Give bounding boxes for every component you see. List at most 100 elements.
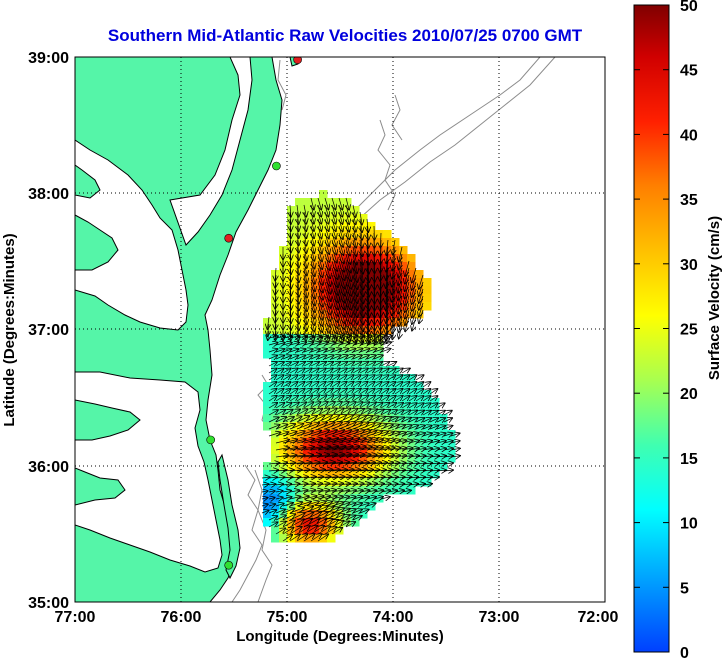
velocity-cell [375,286,384,295]
colorbar-tick-label: 40 [680,127,698,144]
velocity-cell [343,478,352,487]
velocity-cell [287,254,296,263]
x-tick-label: 72:00 [578,609,619,626]
velocity-cell [407,254,416,263]
velocity-cell [271,382,280,391]
radar-station-marker [207,436,215,444]
velocity-cell [295,254,304,263]
velocity-cell [279,486,288,495]
y-axis-label: Latitude (Degrees:Minutes) [1,233,18,426]
velocity-cell [375,270,384,279]
colorbar-tick-label: 15 [680,451,698,468]
velocity-cell [287,478,296,487]
velocity-cell [271,502,280,511]
velocity-cell [335,238,344,247]
velocity-cell [447,454,456,463]
velocity-cell [295,222,304,231]
velocity-cell [263,478,272,487]
velocity-cell [327,478,336,487]
velocity-cell [359,398,368,407]
velocity-cell [431,454,440,463]
velocity-cell [295,310,304,319]
x-axis: 77:00 76:00 75:00 74:00 73:00 72:00 Long… [55,609,619,645]
radar-station-marker [272,162,280,170]
velocity-cell [351,478,360,487]
x-tick-label: 73:00 [479,609,520,626]
velocity-cell [407,486,416,495]
velocity-cell [263,422,272,431]
velocity-cell [375,294,384,303]
velocity-cell [319,190,328,199]
velocity-cell [287,422,296,431]
velocity-cell [383,230,392,239]
velocity-cell [415,398,424,407]
colorbar-tick-label: 50 [680,0,698,15]
velocity-cell [383,366,392,375]
velocity-cell [407,454,416,463]
y-axis: 35:00 36:00 37:00 38:00 39:00 Latitude (… [1,50,69,612]
velocity-cell [375,246,384,255]
velocity-cell [287,310,296,319]
velocity-cell [439,454,448,463]
velocity-cell [423,430,432,439]
velocity-cell [327,534,336,543]
velocity-cell [287,326,296,335]
radar-station-marker [225,234,233,242]
velocity-cell [271,534,280,543]
colorbar-tick-label: 5 [680,580,689,597]
colorbar-tick-label: 10 [680,516,698,533]
velocity-cell [327,382,336,391]
velocity-cell [351,206,360,215]
velocity-cell [431,446,440,455]
velocity-cell [375,254,384,263]
velocity-cell [271,486,280,495]
colorbar-tick-label: 45 [680,63,698,80]
velocity-cell [375,262,384,271]
velocity-cell [375,238,384,247]
velocity-cell [423,478,432,487]
velocity-cell [295,286,304,295]
velocity-cell [263,398,272,407]
velocity-cell [295,270,304,279]
velocity-cell [295,230,304,239]
velocity-cell [375,310,384,319]
velocity-cell [287,230,296,239]
colorbar-label: Surface Velocity (cm/s) [706,216,723,380]
velocity-cell [263,502,272,511]
velocity-cell [279,430,288,439]
velocity-cell [271,446,280,455]
velocity-cell [295,206,304,215]
velocity-cell [399,446,408,455]
velocity-cell [399,454,408,463]
velocity-cell [287,262,296,271]
velocity-cell [423,454,432,463]
velocity-cell [263,390,272,399]
colorbar-tick-label: 0 [680,645,689,659]
velocity-cell [287,238,296,247]
radar-station-marker [225,561,233,569]
velocity-cell [375,334,384,343]
map-area [75,56,605,602]
velocity-cell [399,422,408,431]
velocity-cell [327,366,336,375]
colorbar-tick-label: 30 [680,257,698,274]
velocity-cell [295,478,304,487]
velocity-cell [423,302,432,311]
velocity-cell [399,478,408,487]
velocity-cell [383,382,392,391]
velocity-cell [271,454,280,463]
velocity-cell [287,486,296,495]
velocity-cell [375,302,384,311]
map-title: Southern Mid-Atlantic Raw Velocities 201… [108,26,583,45]
velocity-cell [263,326,272,335]
velocity-cell [407,478,416,487]
x-axis-label: Longitude (Degrees:Minutes) [236,628,444,645]
x-tick-label: 74:00 [373,609,414,626]
velocity-cell [383,478,392,487]
velocity-cell [295,318,304,327]
velocity-cell [263,318,272,327]
velocity-cell [375,478,384,487]
y-tick-label: 37:00 [28,322,69,339]
velocity-cell [295,294,304,303]
